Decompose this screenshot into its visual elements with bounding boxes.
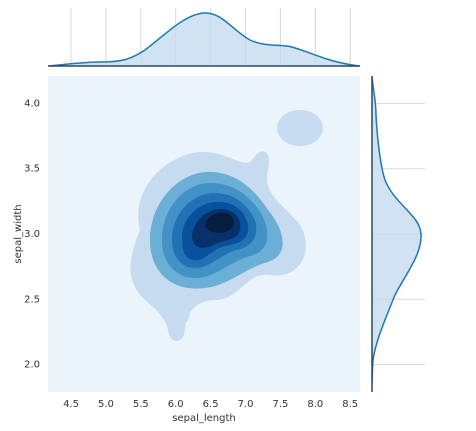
contour — [277, 110, 323, 146]
y-tick-label: 3.5 — [24, 164, 40, 175]
x-axis-label: sepal_length — [172, 413, 236, 424]
kde-contours — [130, 110, 323, 342]
y-tick-label: 3.0 — [24, 229, 40, 240]
x-tick-label: 4.5 — [63, 399, 79, 410]
x-tick-label: 7.0 — [238, 399, 254, 410]
contour — [205, 212, 234, 233]
x-tick-label: 6.0 — [168, 399, 184, 410]
x-tick-label: 8.5 — [342, 399, 358, 410]
x-tick-label: 7.5 — [272, 399, 288, 410]
top-marginal-kde — [47, 12, 361, 67]
y-axis-label: sepal_width — [13, 204, 24, 263]
x-tick-label: 8.0 — [307, 399, 323, 410]
y-tick-label: 2.0 — [24, 360, 40, 371]
right-marginal-kde — [371, 75, 422, 393]
y-tick-label: 4.0 — [24, 98, 40, 109]
x-tick-label: 5.0 — [98, 399, 114, 410]
x-tick-label: 6.5 — [203, 399, 219, 410]
y-tick-label: 2.5 — [24, 294, 40, 305]
x-tick-label: 5.5 — [133, 399, 149, 410]
